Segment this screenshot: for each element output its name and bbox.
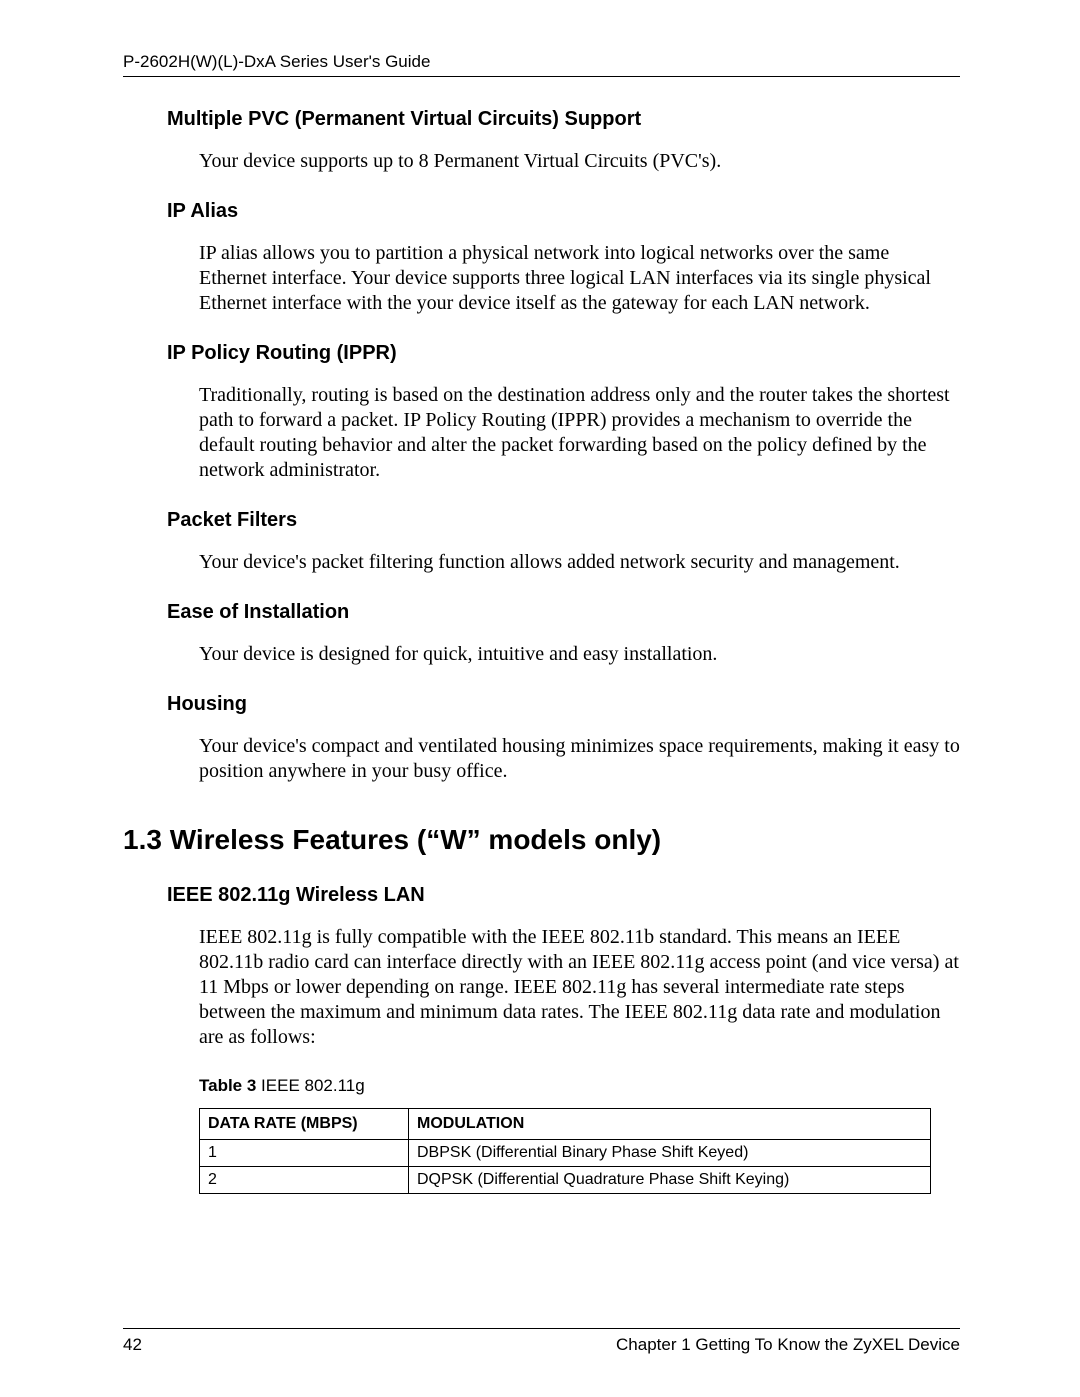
- table-cell-rate: 1: [200, 1140, 409, 1167]
- table-cell-rate: 2: [200, 1167, 409, 1194]
- footer-row: 42 Chapter 1 Getting To Know the ZyXEL D…: [123, 1335, 960, 1355]
- subheading-80211g: IEEE 802.11g Wireless LAN: [167, 884, 960, 907]
- subheading-packet-filters: Packet Filters: [167, 509, 960, 532]
- header-title: P-2602H(W)(L)-DxA Series User's Guide: [123, 52, 960, 72]
- subheading-pvc: Multiple PVC (Permanent Virtual Circuits…: [167, 108, 960, 131]
- page-header: P-2602H(W)(L)-DxA Series User's Guide: [123, 52, 960, 77]
- body-pvc: Your device supports up to 8 Permanent V…: [199, 149, 960, 174]
- page-content: Multiple PVC (Permanent Virtual Circuits…: [123, 108, 960, 1194]
- subheading-ease-install: Ease of Installation: [167, 601, 960, 624]
- header-rule: [123, 76, 960, 77]
- table-row: 1 DBPSK (Differential Binary Phase Shift…: [200, 1140, 931, 1167]
- body-80211g: IEEE 802.11g is fully compatible with th…: [199, 925, 960, 1050]
- footer-rule: [123, 1328, 960, 1329]
- chapter-label: Chapter 1 Getting To Know the ZyXEL Devi…: [616, 1335, 960, 1355]
- table-header-modulation: MODULATION: [409, 1109, 931, 1140]
- table-header-row: DATA RATE (MBPS) MODULATION: [200, 1109, 931, 1140]
- page-footer: 42 Chapter 1 Getting To Know the ZyXEL D…: [123, 1328, 960, 1355]
- subheading-housing: Housing: [167, 693, 960, 716]
- body-housing: Your device's compact and ventilated hou…: [199, 734, 960, 784]
- body-ip-alias: IP alias allows you to partition a physi…: [199, 241, 960, 316]
- subheading-ippr: IP Policy Routing (IPPR): [167, 342, 960, 365]
- table-caption: Table 3 IEEE 802.11g: [199, 1076, 960, 1096]
- table-row: 2 DQPSK (Differential Quadrature Phase S…: [200, 1167, 931, 1194]
- table-80211g: DATA RATE (MBPS) MODULATION 1 DBPSK (Dif…: [199, 1108, 931, 1194]
- body-packet-filters: Your device's packet filtering function …: [199, 550, 960, 575]
- body-ippr: Traditionally, routing is based on the d…: [199, 383, 960, 483]
- subheading-ip-alias: IP Alias: [167, 200, 960, 223]
- table-cell-modulation: DBPSK (Differential Binary Phase Shift K…: [409, 1140, 931, 1167]
- table-header-rate: DATA RATE (MBPS): [200, 1109, 409, 1140]
- table-caption-number: Table 3: [199, 1076, 256, 1095]
- page: P-2602H(W)(L)-DxA Series User's Guide Mu…: [0, 0, 1080, 1397]
- table-caption-title: IEEE 802.11g: [256, 1076, 364, 1095]
- page-number: 42: [123, 1335, 142, 1355]
- table-cell-modulation: DQPSK (Differential Quadrature Phase Shi…: [409, 1167, 931, 1194]
- section-heading-wireless: 1.3 Wireless Features (“W” models only): [123, 824, 960, 856]
- body-ease-install: Your device is designed for quick, intui…: [199, 642, 960, 667]
